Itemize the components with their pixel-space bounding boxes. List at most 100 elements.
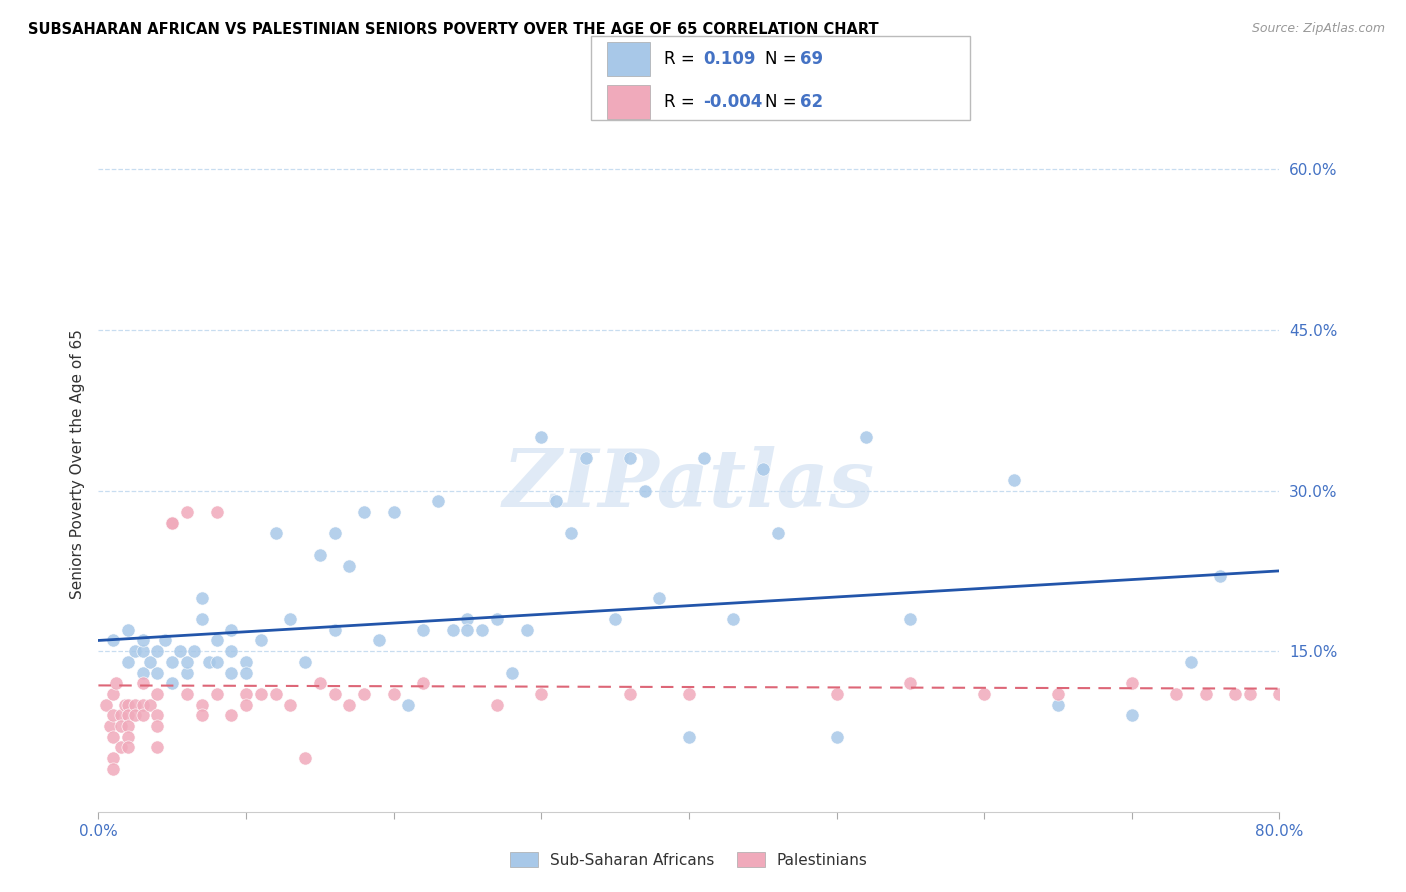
Point [486,612,509,626]
Point [1209,569,1232,583]
Point [368,633,391,648]
Point [146,687,169,701]
Point [162,676,183,690]
Point [560,526,582,541]
Point [546,494,568,508]
Point [117,740,139,755]
Point [94,698,117,712]
Point [205,687,228,701]
Point [191,612,214,626]
Point [219,644,242,658]
Point [117,623,139,637]
Point [117,730,139,744]
Point [146,708,169,723]
Point [278,698,302,712]
Point [1180,655,1202,669]
Point [191,708,214,723]
Point [278,612,302,626]
Point [471,623,494,637]
Point [103,730,125,744]
Point [973,687,995,701]
Point [110,740,132,755]
Point [162,516,183,530]
Point [855,430,877,444]
Point [339,558,360,573]
Point [456,612,478,626]
Point [205,633,228,648]
Point [98,719,121,733]
Point [294,751,316,765]
Point [250,633,273,648]
Point [693,451,716,466]
Point [132,665,155,680]
Text: Source: ZipAtlas.com: Source: ZipAtlas.com [1251,22,1385,36]
Point [396,698,419,712]
Point [648,591,671,605]
Point [323,687,346,701]
Text: 69: 69 [800,51,823,69]
Point [427,494,450,508]
Point [205,655,228,669]
Point [139,698,162,712]
Point [825,687,848,701]
Point [132,708,155,723]
Point [825,730,848,744]
Point [1223,687,1246,701]
Text: 62: 62 [800,93,823,111]
Point [382,687,405,701]
Point [235,655,257,669]
Point [264,687,287,701]
Y-axis label: Seniors Poverty Over the Age of 65: Seniors Poverty Over the Age of 65 [69,329,84,599]
Point [176,665,198,680]
Point [1195,687,1218,701]
Point [110,719,132,733]
Point [219,623,242,637]
Point [124,708,146,723]
Point [162,516,183,530]
Point [146,644,169,658]
Point [412,676,434,690]
Point [162,655,183,669]
Point [153,633,176,648]
Point [191,698,214,712]
Point [574,451,596,466]
Point [124,698,146,712]
Point [501,665,523,680]
Point [146,719,169,733]
Point [619,451,641,466]
Point [183,644,205,658]
Point [250,687,273,701]
Point [515,623,537,637]
Point [309,676,332,690]
Text: R =: R = [664,93,700,111]
Point [900,612,922,626]
Text: N =: N = [765,93,801,111]
Point [117,698,139,712]
Point [219,708,242,723]
Point [323,526,346,541]
Point [117,719,139,733]
Point [1164,687,1187,701]
Text: ZIPatlas: ZIPatlas [503,446,875,524]
Point [294,655,316,669]
Point [103,751,125,765]
Point [176,687,198,701]
Point [103,633,125,648]
Point [169,644,191,658]
Point [146,665,169,680]
Point [678,687,700,701]
Point [114,698,136,712]
Point [323,623,346,637]
Text: 0.109: 0.109 [703,51,755,69]
Point [132,644,155,658]
Point [205,505,228,519]
Point [605,612,627,626]
Point [105,676,128,690]
Point [751,462,773,476]
Point [441,623,464,637]
Point [339,698,360,712]
Point [124,644,146,658]
Point [132,698,155,712]
Point [900,676,922,690]
Point [132,676,155,690]
